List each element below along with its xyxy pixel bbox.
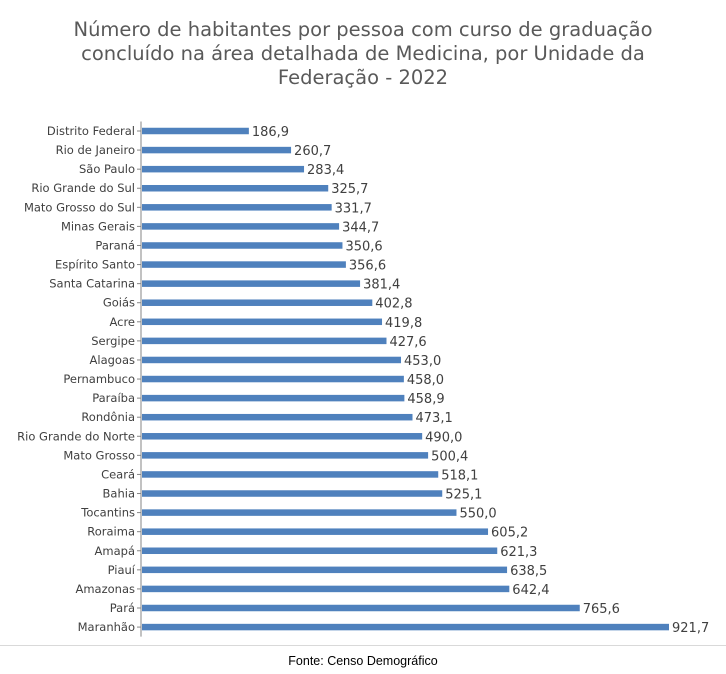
category-label: São Paulo [79,162,135,176]
category-label: Pernambuco [63,372,135,386]
data-label: 765,6 [583,602,620,617]
data-label: 458,9 [407,392,444,407]
bar [142,413,413,421]
category-label: Alagoas [90,353,135,367]
category-label: Roraima [87,525,135,539]
category-label: Sergipe [91,334,135,348]
data-label: 500,4 [431,449,468,464]
bar [142,127,249,135]
category-label: Paraná [95,238,135,252]
category-label: Minas Gerais [61,219,135,233]
bar [142,242,343,249]
category-label: Paraíba [92,391,135,405]
bar [142,585,510,593]
bar-chart: Distrito Federal 186,9 Rio de Janeiro 260,7… [17,121,709,637]
data-label: 605,2 [491,526,528,541]
bar [142,471,439,478]
category-label: Maranhão [78,620,135,634]
bar [142,375,404,383]
data-label: 356,6 [349,259,386,274]
footer-divider [0,645,726,646]
bar [142,604,580,612]
bar [142,528,489,535]
data-label: 518,1 [441,468,478,483]
data-label: 638,5 [510,564,547,579]
data-label: 283,4 [307,163,344,178]
data-label: 473,1 [416,411,453,426]
category-label: Amazonas [75,582,135,596]
category-label: Espírito Santo [55,258,135,272]
category-label: Goiás [103,296,135,310]
category-label: Rio Grande do Sul [31,181,135,195]
source-note: Fonte: Censo Demográfico [288,654,438,668]
chart-title: Número de habitantes por pessoa com curs… [0,18,726,90]
category-label: Acre [109,315,135,329]
data-label: 525,1 [445,488,482,503]
bar [142,165,305,173]
data-label: 458,0 [407,373,444,388]
bar [142,547,498,555]
data-label: 325,7 [331,182,368,197]
data-label: 453,0 [404,354,441,369]
bar [142,433,423,440]
category-label: Amapá [95,544,135,558]
bar [142,318,383,326]
category-label: Pará [110,601,135,615]
category-label: Mato Grosso do Sul [24,200,135,214]
bar [142,623,669,631]
bar [142,223,340,230]
category-label: Rio Grande do Norte [17,429,135,443]
category-label: Bahia [103,487,135,501]
data-label: 260,7 [294,144,331,159]
data-label: 344,7 [342,220,379,235]
bar [142,299,373,306]
chart-title-line-3: Federação - 2022 [277,66,449,89]
data-label: 402,8 [375,297,412,312]
bar [142,452,429,459]
data-label: 490,0 [425,430,462,445]
bar [142,204,332,211]
data-label: 331,7 [335,201,372,216]
category-label: Tocantins [80,506,135,520]
category-label: Santa Catarina [49,277,135,291]
category-label: Rondônia [81,410,135,424]
bar [142,146,292,154]
data-label: 621,3 [500,545,537,560]
data-label: 642,4 [512,583,549,598]
data-label: 427,6 [389,335,426,350]
bar [142,509,457,516]
category-label: Distrito Federal [47,124,135,138]
category-label: Mato Grosso [63,448,135,462]
category-label: Rio de Janeiro [56,143,135,157]
data-label: 381,4 [363,278,400,293]
bar [142,490,443,497]
chart-title-line-1: Número de habitantes por pessoa com curs… [73,18,653,41]
data-label: 350,6 [345,239,382,254]
data-label: 186,9 [252,125,289,140]
chart-title-line-2: concluído na área detalhada de Medicina,… [81,42,645,65]
bar [142,337,387,345]
bar [142,184,329,192]
bar [142,261,346,268]
category-label: Piauí [108,563,136,577]
data-label: 419,8 [385,316,422,331]
data-label: 550,0 [459,507,496,522]
bar [142,280,361,287]
bar [142,394,405,402]
category-label: Ceará [101,467,135,481]
data-label: 921,7 [672,621,709,636]
bar [142,566,508,574]
bar [142,356,402,364]
